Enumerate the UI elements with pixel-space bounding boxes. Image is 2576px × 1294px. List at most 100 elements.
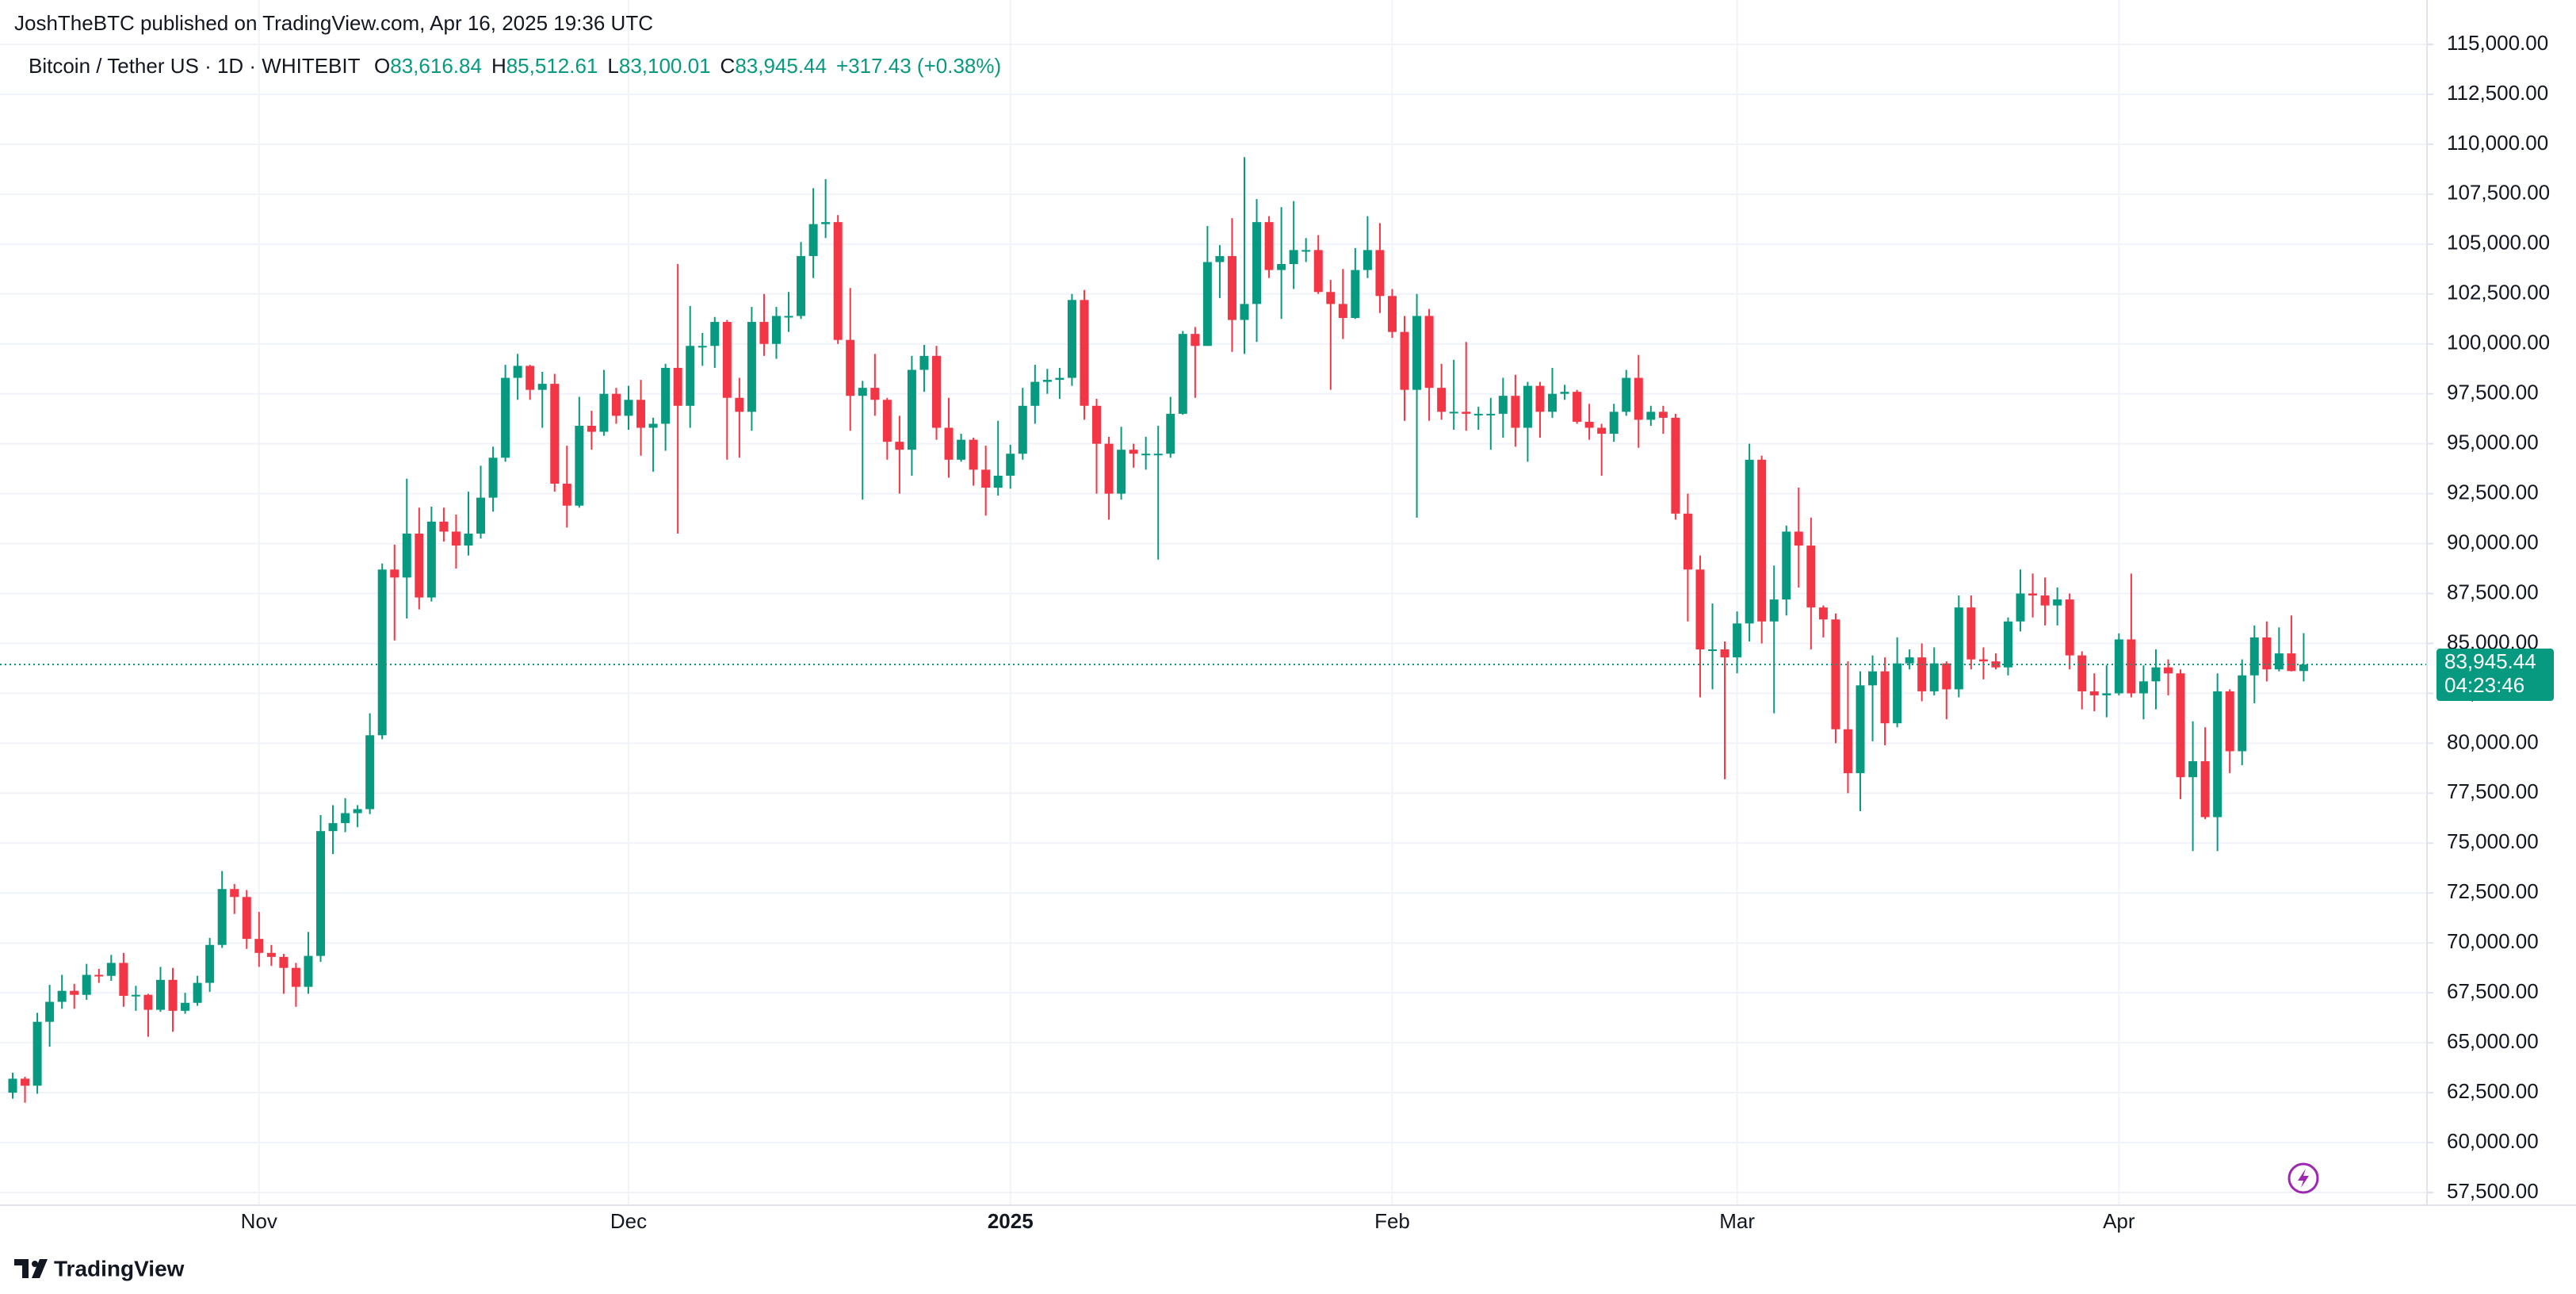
candle-body [230,889,239,898]
candle-body [2200,761,2210,817]
candle-body [1548,393,1557,412]
candle-body [205,944,215,983]
candle-body [2003,621,2012,668]
candle-body [526,366,535,390]
candle-body [562,484,571,506]
candle-body [353,809,362,814]
y-tick-label: 80,000.00 [2447,729,2539,753]
candle-body [1449,412,1458,414]
candle-body [1018,405,1027,454]
candle-body [1584,421,1594,428]
candle-body [821,222,831,224]
candle-body [1042,380,1052,382]
candle-body [882,400,892,442]
y-tick-label: 62,500.00 [2447,1079,2539,1103]
candle-body [488,457,498,498]
candle-body [981,469,991,488]
candle-body [1473,413,1483,415]
y-tick-label: 112,500.00 [2447,81,2548,105]
candle-body [94,974,104,977]
candle-body [2077,655,2087,691]
y-tick-label: 90,000.00 [2447,530,2539,553]
candle-body [1375,250,1385,297]
candle-body [686,346,695,406]
candle-body [993,475,1003,488]
candle-body [1733,623,1742,658]
candle-body [2114,639,2123,694]
candle-body [1178,334,1187,414]
candle-body [895,442,904,450]
candle-body [808,224,818,256]
candle-body [501,377,510,458]
candle-body [2028,593,2038,596]
candle-body [242,897,251,940]
candle-body [70,990,79,995]
candle-body [1141,454,1151,456]
candle-body [2151,667,2161,682]
x-tick-label: Mar [1719,1209,1755,1233]
candle-body [1080,300,1089,406]
legend-key: H [491,54,506,78]
candle-body [131,994,140,997]
legend-key: L [607,54,618,78]
candle-body [1067,300,1076,378]
y-tick-label: 72,500.00 [2447,879,2539,903]
candle-body [1917,657,1927,691]
candle-body [1695,569,1705,650]
candle-body [1658,412,1668,418]
candle-body [21,1078,30,1086]
candle-body [1782,531,1791,600]
candle-body [45,1001,55,1022]
y-tick-label: 92,500.00 [2447,480,2539,503]
candle-body [1215,255,1225,262]
candle-body [944,427,954,460]
alert-icon[interactable] [2287,1162,2319,1194]
candle-body [513,366,522,378]
candle-body [304,955,313,987]
y-tick-label: 97,500.00 [2447,381,2539,404]
candle-body [1387,296,1397,332]
candle-body [377,569,387,736]
candle-body [1400,331,1409,390]
candle-body [1363,250,1372,270]
brand-logo [14,1259,48,1278]
legend: Bitcoin / Tether US · 1D · WHITEBIT O83,6… [29,54,1001,78]
y-tick-label: 100,000.00 [2447,331,2550,354]
candle-body [1191,334,1200,346]
candle-body [1893,663,1902,724]
candle-body [1818,607,1828,620]
publisher: JoshTheBTC published on TradingView.com,… [14,11,653,35]
candle-body [1634,377,1643,420]
candle-body [316,831,325,956]
candle-body [624,400,633,416]
brand: TradingView [54,1256,185,1281]
x-tick-label: Apr [2103,1209,2135,1233]
candle-body [1326,292,1336,304]
candle-body [1006,454,1015,476]
price-tag-countdown: 04:23:46 [2444,673,2524,697]
candle-body [1462,412,1471,414]
candle-body [1437,388,1447,412]
legend-key: O [374,54,390,78]
grid [0,0,2433,1205]
candle-body [106,963,116,976]
candle-body [328,823,338,832]
candle-body [2053,599,2062,606]
candle-body [1806,546,1816,608]
candle-body [402,533,411,578]
y-tick-label: 57,500.00 [2447,1179,2539,1203]
candle-body [833,222,843,340]
candle-body [1794,531,1803,546]
y-tick-label: 65,000.00 [2447,1029,2539,1053]
candle-body [1412,316,1422,390]
candle-body [464,533,473,546]
candle-body [1757,459,1767,622]
x-tick-label: Nov [241,1209,277,1233]
candle-body [1104,443,1114,494]
candle-body [168,979,178,1011]
candle-body [1671,417,1680,514]
alert-icon [2298,1169,2309,1188]
legend-value: 83,945.44 [735,54,827,78]
